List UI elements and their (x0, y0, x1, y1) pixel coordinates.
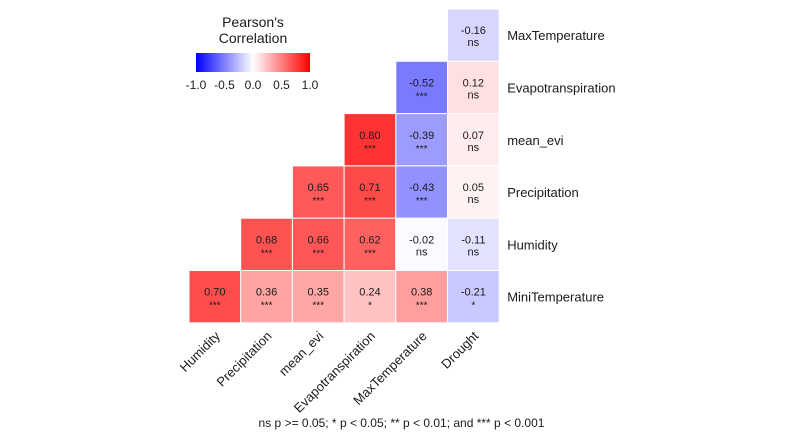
heatmap-cell (447, 8, 500, 62)
cell-value-label: 0.66 (308, 234, 329, 246)
cell-significance-label: ns (468, 89, 480, 101)
cell-significance-label: ns (468, 194, 480, 206)
cell-significance-label: *** (364, 248, 376, 259)
cell-significance-label: *** (261, 301, 273, 312)
cell-significance-label: *** (312, 248, 324, 259)
legend-tick-label: -1.0 (185, 78, 207, 92)
heatmap-cell (343, 270, 397, 324)
cell-value-label: -0.11 (461, 234, 485, 246)
cell-significance-label: ns (416, 246, 428, 258)
y-tick-label: Precipitation (507, 185, 579, 200)
heatmap-cell (447, 217, 500, 271)
cell-value-label: 0.68 (256, 234, 277, 246)
cell-significance-label: *** (364, 144, 376, 155)
cell-value-label: -0.16 (461, 25, 486, 37)
cell-significance-label: *** (209, 301, 221, 312)
cell-significance-label: *** (416, 144, 428, 155)
cell-significance-label: ns (468, 37, 480, 49)
x-tick-label: Humidity (177, 328, 224, 375)
heatmap-cell (447, 270, 500, 324)
cell-significance-label: *** (364, 196, 376, 207)
cell-value-label: 0.70 (204, 287, 225, 299)
cell-value-label: 0.24 (359, 287, 380, 299)
y-tick-label: MaxTemperature (507, 28, 605, 43)
heatmap-cell (291, 270, 345, 324)
cell-value-label: 0.62 (359, 234, 380, 246)
cell-value-label: -0.39 (409, 130, 434, 142)
cell-significance-label: *** (416, 196, 428, 207)
y-tick-label: mean_evi (507, 133, 563, 148)
legend-title-line2: Correlation (218, 30, 288, 46)
legend-title-line1: Pearson's (222, 14, 284, 30)
heatmap-cell (447, 113, 500, 167)
cell-significance-label: *** (416, 301, 428, 312)
cell-value-label: 0.36 (256, 287, 277, 299)
cell-value-label: -0.21 (461, 287, 486, 299)
significance-footnote: ns p >= 0.05; * p < 0.05; ** p < 0.01; a… (258, 416, 545, 430)
cell-value-label: 0.07 (463, 130, 484, 142)
y-tick-label: Evapotranspiration (507, 80, 615, 95)
heatmap-cell (447, 165, 500, 219)
cell-value-label: -0.43 (409, 182, 434, 194)
heatmap-cell (447, 60, 500, 115)
cell-value-label: -0.52 (409, 77, 434, 89)
cell-value-label: -0.02 (409, 234, 434, 246)
cell-significance-label: * (368, 301, 372, 312)
heatmap-cell (240, 217, 293, 271)
heatmap-cell (395, 165, 448, 219)
cell-value-label: 0.35 (308, 287, 329, 299)
legend-colorbar (196, 53, 310, 72)
legend-tick-label: 0.0 (244, 78, 262, 92)
cell-significance-label: * (471, 301, 475, 312)
y-tick-label: MiniTemperature (507, 290, 604, 305)
heatmap-cell (188, 270, 242, 324)
legend-title: Pearson's Correlation (196, 14, 310, 46)
cell-value-label: 0.12 (463, 77, 484, 89)
cell-significance-label: *** (312, 301, 324, 312)
cell-significance-label: ns (468, 142, 480, 154)
cell-value-label: 0.38 (411, 287, 432, 299)
legend-tick-label: 1.0 (301, 78, 319, 92)
heatmap-cell (395, 270, 448, 324)
legend-tick-label: -0.5 (214, 78, 235, 92)
y-tick-label: Humidity (507, 237, 558, 252)
cell-value-label: 0.80 (359, 130, 380, 142)
heatmap-cell (291, 165, 345, 219)
cell-significance-label: ns (468, 246, 480, 258)
cell-value-label: 0.05 (463, 182, 484, 194)
cell-significance-label: *** (312, 196, 324, 207)
heatmap-cell (395, 113, 448, 167)
cell-value-label: 0.65 (308, 182, 329, 194)
heatmap-cell (240, 270, 293, 324)
cell-value-label: 0.71 (359, 182, 380, 194)
x-tick-label: Drought (438, 328, 482, 372)
heatmap-cell (343, 217, 397, 271)
cell-significance-label: *** (416, 91, 428, 102)
legend-tick-label: 0.5 (273, 78, 290, 92)
x-tick-label: mean_evi (276, 328, 327, 379)
x-tick-label: Precipitation (213, 328, 274, 389)
cell-significance-label: *** (261, 248, 273, 259)
